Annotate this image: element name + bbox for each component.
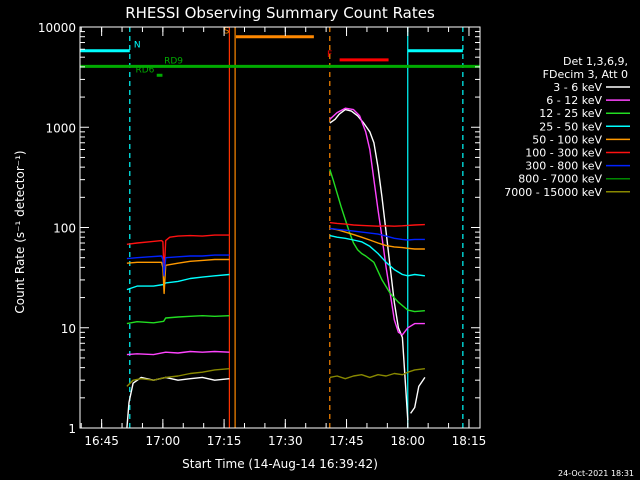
y-tick-label-1: 10	[61, 322, 76, 336]
y-axis-label: Count Rate (s⁻¹ detector⁻¹)	[13, 150, 27, 313]
x-tick-label-1: 17:00	[146, 434, 181, 448]
series-line-2-2	[407, 309, 425, 313]
series-line-0-2	[410, 377, 426, 414]
y-tick-label-2: 100	[53, 222, 76, 236]
flag-label-s: S	[224, 27, 230, 37]
flag-label-rd9: RD9	[164, 56, 183, 66]
legend-label-8: 7000 - 15000 keV	[504, 186, 602, 199]
x-tick-label-2: 17:15	[207, 434, 242, 448]
x-tick-label-0: 16:45	[84, 434, 119, 448]
legend-label-6: 300 - 800 keV	[525, 160, 602, 173]
series-line-5-2	[407, 223, 425, 227]
series-line-4-0	[126, 258, 230, 295]
y-tick-label-4: 10000	[38, 21, 76, 35]
flag-label-n: N	[134, 41, 141, 51]
data-layer: N S F RD6 RD9	[80, 27, 480, 429]
chart-title: RHESSI Observing Summary Count Rates	[125, 4, 435, 22]
series-line-1-2	[407, 322, 425, 329]
y-tick-label-0: 1	[68, 422, 76, 436]
series-line-5-1	[329, 221, 408, 227]
series-line-1-1	[329, 107, 409, 336]
series-line-8-2	[407, 368, 425, 373]
legend-header-0: Det 1,3,6,9,	[563, 55, 628, 68]
series-line-4-1	[329, 227, 408, 249]
legend-header-1: FDecim 3, Att 0	[543, 68, 628, 81]
legend-label-4: 50 - 100 keV	[532, 133, 602, 146]
x-tick-label-5: 18:00	[390, 434, 425, 448]
series-line-3-1	[329, 234, 408, 277]
legend-label-0: 3 - 6 keV	[553, 81, 602, 94]
series-line-6-2	[407, 238, 425, 241]
series-line-2-0	[126, 315, 230, 325]
footer-date: 24-Oct-2021 18:31	[558, 469, 634, 478]
series-line-8-1	[329, 371, 409, 380]
series-line-2-1	[329, 169, 409, 311]
series-line-3-0	[126, 273, 230, 291]
legend-label-3: 25 - 50 keV	[539, 120, 602, 133]
flag-label-f: F	[327, 50, 332, 60]
series-line-1-0	[126, 350, 230, 356]
flag-label-rd6: RD6	[136, 65, 155, 75]
series-line-6-1	[329, 227, 408, 241]
legend-label-7: 800 - 7000 keV	[518, 173, 602, 186]
series-line-6-0	[126, 254, 230, 277]
y-tick-label-3: 1000	[45, 121, 76, 135]
axes-frame: 1 10 100 1000 10000 16:45 17:00 17:15 17:30 17:45…	[38, 21, 486, 448]
series-line-8-0	[126, 368, 230, 387]
x-tick-label-4: 17:45	[329, 434, 364, 448]
x-tick-label-6: 18:15	[452, 434, 487, 448]
legend-label-2: 12 - 25 keV	[539, 107, 602, 120]
legend-label-5: 100 - 300 keV	[525, 147, 602, 160]
series-line-0-1	[329, 108, 409, 421]
series-line-3-2	[407, 273, 425, 277]
x-axis-label: Start Time (14-Aug-14 16:39:42)	[182, 457, 378, 471]
legend-label-1: 6 - 12 keV	[546, 94, 602, 107]
series-line-5-0	[126, 234, 230, 274]
x-tick-label-3: 17:30	[268, 434, 303, 448]
series-line-4-2	[407, 247, 425, 250]
